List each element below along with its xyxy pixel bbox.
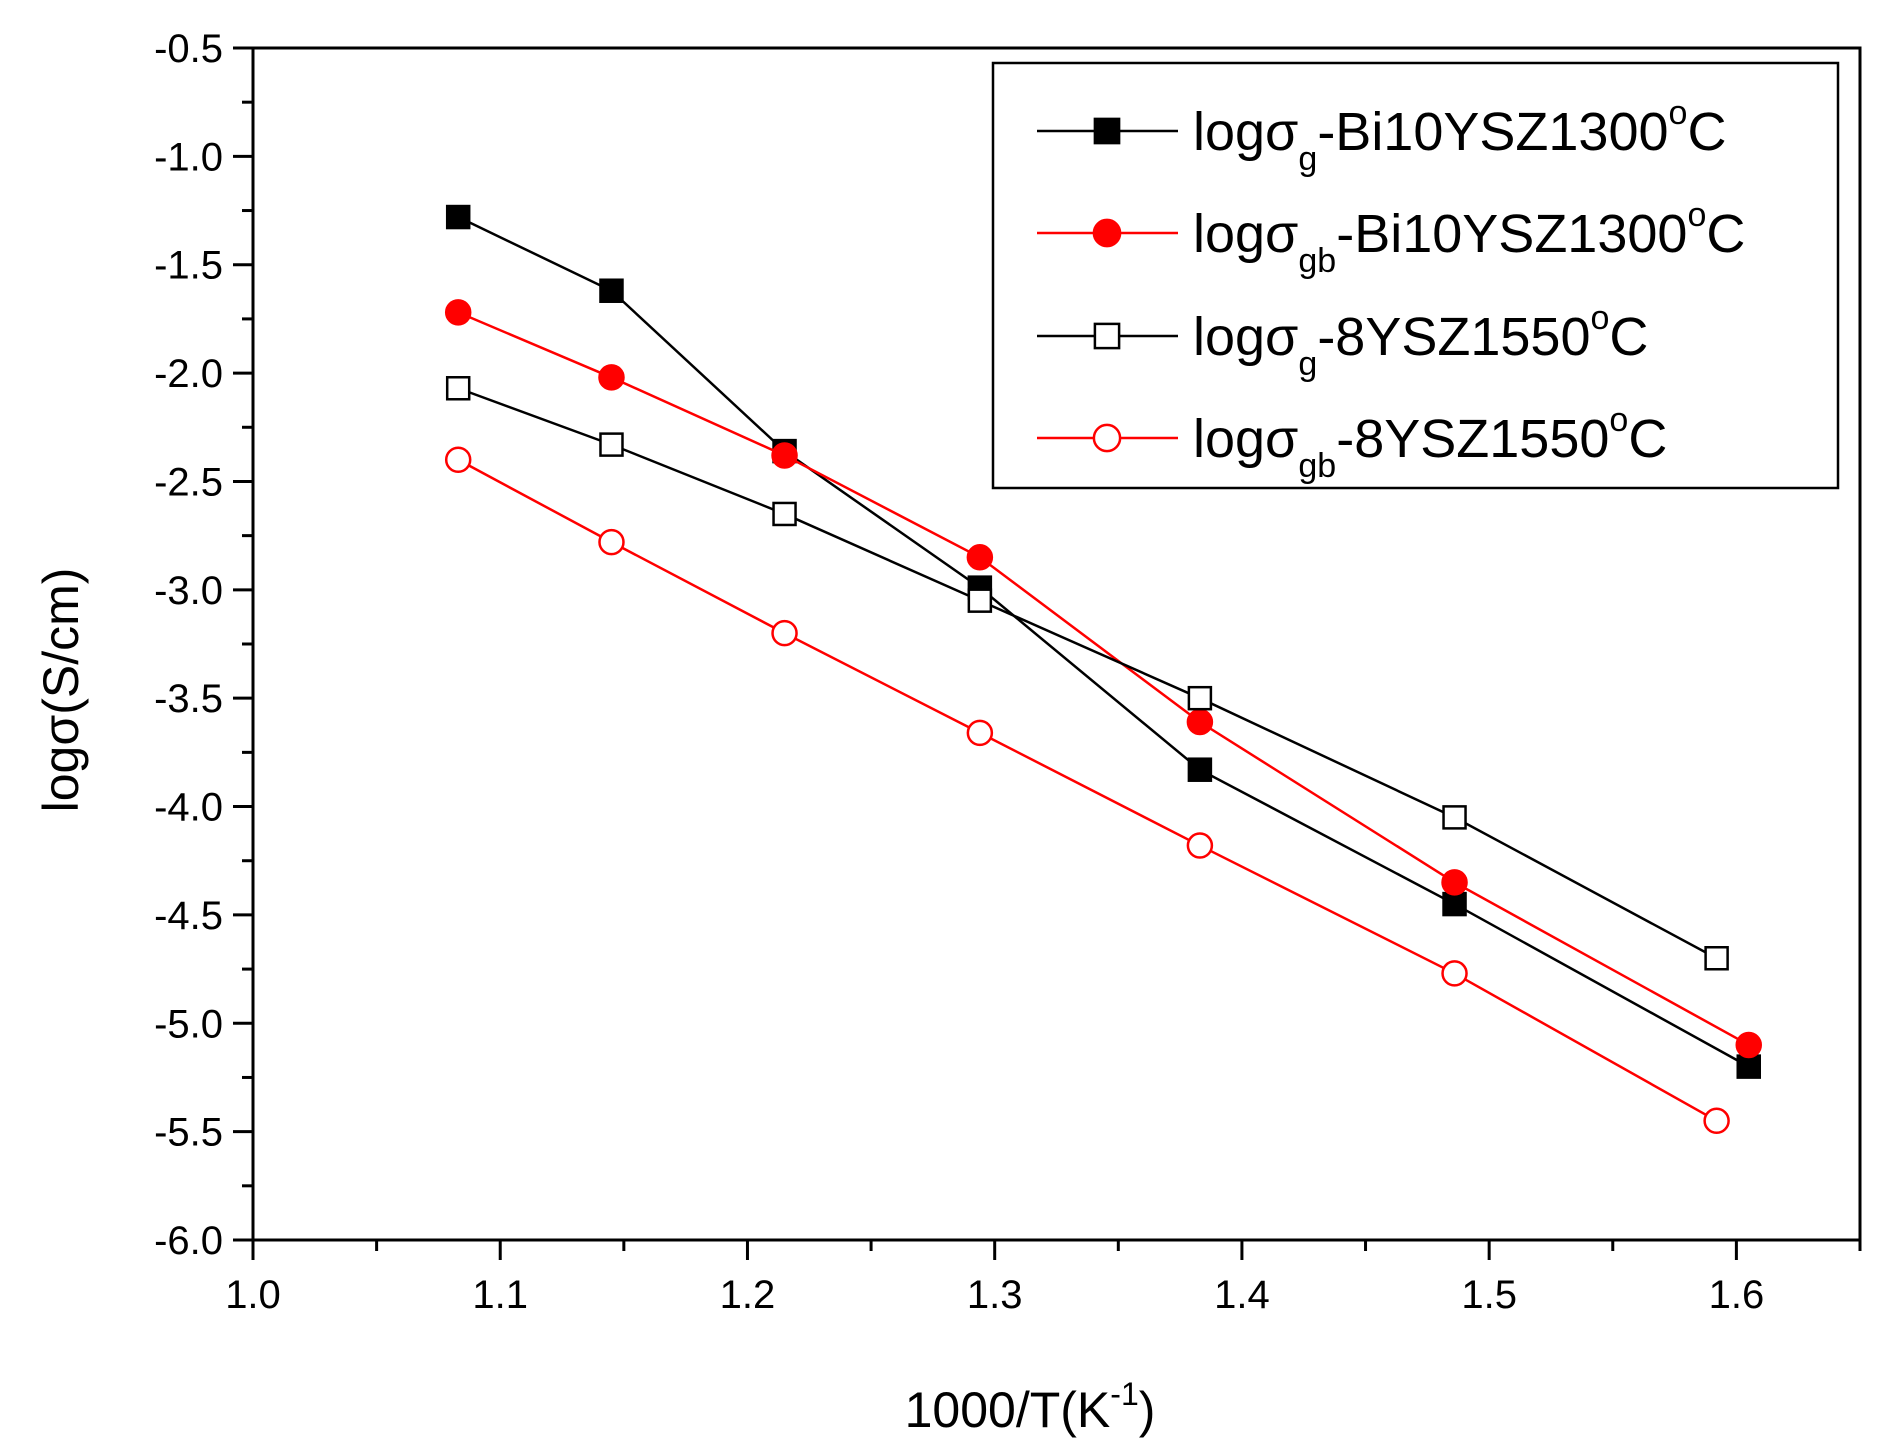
plot-frame [251,46,1862,1242]
y-tick-label: -1.0 [154,135,223,179]
y-tick-label: -5.0 [154,1002,223,1046]
data-point [772,501,797,527]
legend-marker [1092,218,1122,248]
x-tick-label: 1.0 [225,1273,281,1317]
data-point [1442,891,1467,917]
data-point [1186,708,1214,736]
series-2 [444,299,1762,1059]
legend-marker [1093,117,1121,145]
data-point [967,588,993,613]
legend-label: logσg-8YSZ1550oC [1193,299,1648,383]
x-tick-label: 1.1 [472,1273,528,1317]
x-axis-title-superscript: -1 [1110,1376,1138,1412]
data-point [598,364,625,391]
series-4 [444,446,1730,1135]
data-point [1703,1107,1730,1135]
data-point [1736,1054,1761,1079]
x-tick-label: 1.6 [1709,1273,1765,1317]
x-tick-label: 1.3 [967,1273,1023,1317]
y-axis-title: logσ(S/cm) [33,568,89,813]
y-tick-label: -4.5 [154,894,223,938]
y-tick-label: -3.0 [154,569,223,613]
x-axis-title: 1000/T(K-1) [905,1376,1156,1438]
data-point [1442,805,1467,830]
y-tick-label: -5.5 [154,1111,223,1155]
data-point [598,528,625,556]
legend-marker [1092,423,1122,453]
series-line [457,458,1718,1122]
axis-ticks: 1.0 1.1 1.2 1.3 1.4 1.5 1.6 -6.0 -5.5 -5.0 -4.5 -4.… [154,27,1862,1317]
y-tick-label: -2.5 [154,460,223,504]
y-tick-label: -2.0 [154,352,223,396]
y-tick-label: -0.5 [154,27,223,71]
x-tick-label: 1.4 [1214,1273,1270,1317]
data-point [771,619,798,647]
series-3 [445,376,1729,971]
data-point [966,544,994,571]
data-point [1441,960,1468,987]
x-tick-label: 1.5 [1461,1273,1517,1317]
data-point [771,442,798,469]
legend-box [991,61,1840,490]
data-point [1187,757,1213,782]
x-axis-title-main: 1000/T(K [905,1382,1111,1438]
data-point [444,446,472,474]
legend-item: logσgb-8YSZ1550oC [1037,401,1667,485]
x-axis-title-close: ) [1139,1382,1156,1438]
data-point [445,204,471,230]
data-point [1704,946,1729,971]
y-tick-label: -1.5 [154,244,223,288]
y-tick-label: -6.0 [154,1219,223,1263]
y-tick-label: -4.0 [154,786,223,830]
data-point [1187,685,1213,711]
data-point [599,278,624,303]
legend-item: logσg-Bi10YSZ1300oC [1037,94,1726,178]
legend-item: logσgb-Bi10YSZ1300oC [1037,196,1745,280]
x-tick-label: 1.2 [720,1273,776,1317]
legend-label: logσg-Bi10YSZ1300oC [1193,94,1726,178]
legend-item: logσg-8YSZ1550oC [1037,299,1648,383]
legend-label: logσgb-8YSZ1550oC [1193,401,1667,485]
data-point [1186,832,1214,859]
legend-label: logσgb-Bi10YSZ1300oC [1193,196,1745,280]
data-point [1441,869,1468,896]
y-tick-label: -3.5 [154,677,223,721]
data-point [599,432,624,457]
legend: logσg-Bi10YSZ1300oC logσgb-Bi10YSZ1300oC l… [991,61,1840,490]
data-point [445,376,471,401]
data-point [966,719,994,747]
data-point [1735,1031,1762,1059]
plot-series [444,204,1762,1135]
data-point [444,299,472,326]
legend-marker [1093,322,1121,350]
